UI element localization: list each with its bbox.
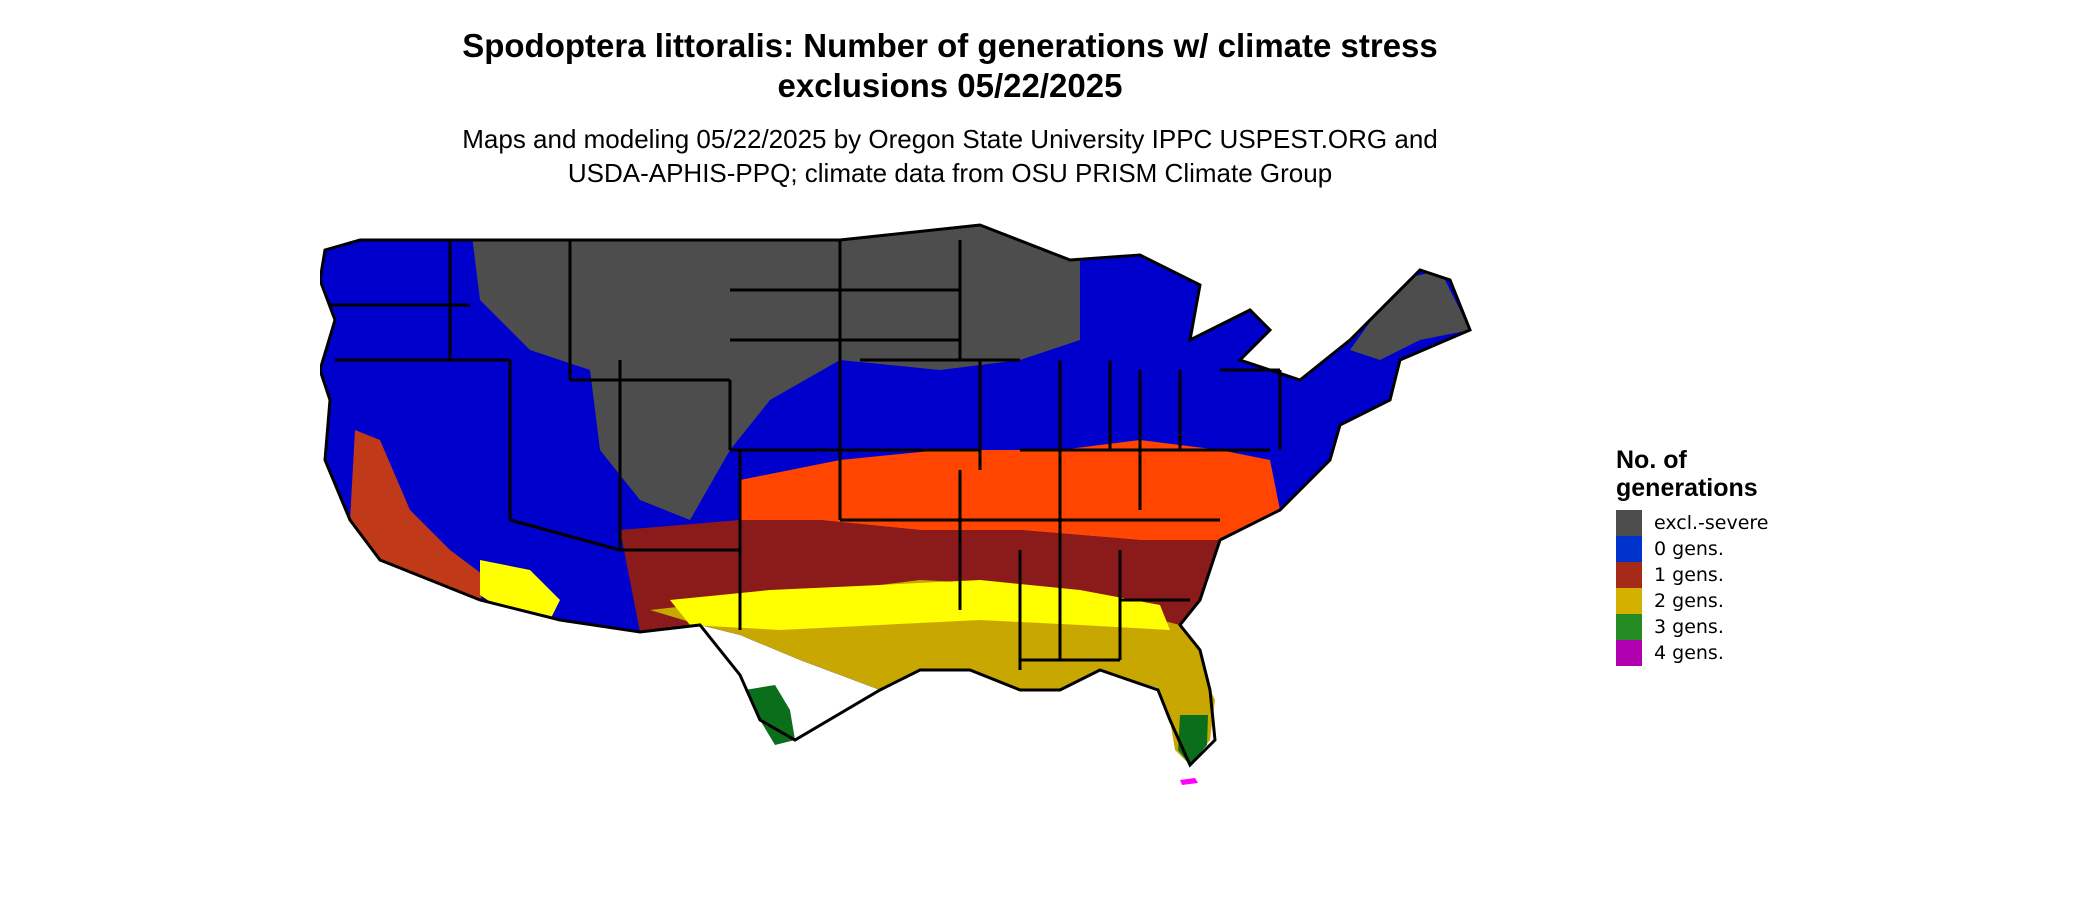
map-title: Spodoptera littoralis: Number of generat… <box>400 26 1500 106</box>
state-boundaries <box>320 223 1472 768</box>
legend-swatch <box>1616 614 1642 640</box>
legend-item: 4 gens. <box>1616 640 1769 666</box>
excluded-northeast-region <box>1350 270 1470 360</box>
legend-label: 2 gens. <box>1654 590 1724 612</box>
legend-swatch <box>1616 510 1642 536</box>
legend-swatch <box>1616 640 1642 666</box>
legend-title-line-2: generations <box>1616 474 1758 502</box>
excluded-north-region <box>470 225 1080 520</box>
legend-swatch <box>1616 588 1642 614</box>
subtitle-line-2: USDA-APHIS-PPQ; climate data from OSU PR… <box>567 158 1333 188</box>
us-generations-map <box>320 223 1472 785</box>
legend-item: excl.-severe <box>1616 510 1769 536</box>
legend-label: 1 gens. <box>1654 564 1724 586</box>
legend: No. of generations excl.-severe 0 gens. 1 … <box>1616 446 1769 666</box>
legend-item: 2 gens. <box>1616 588 1769 614</box>
legend-label: 0 gens. <box>1654 538 1724 560</box>
legend-item: 0 gens. <box>1616 536 1769 562</box>
legend-label: 4 gens. <box>1654 642 1724 664</box>
legend-item: 1 gens. <box>1616 562 1769 588</box>
legend-swatch <box>1616 536 1642 562</box>
one-gen-light-band <box>740 440 1280 540</box>
two-gens-yellow-band <box>670 580 1170 630</box>
legend-item: 3 gens. <box>1616 614 1769 640</box>
legend-swatch <box>1616 562 1642 588</box>
legend-items: excl.-severe 0 gens. 1 gens. 2 gens. 3 gens.… <box>1616 510 1769 666</box>
legend-label: excl.-severe <box>1654 512 1769 534</box>
legend-title: No. of generations <box>1616 446 1769 502</box>
texas-green-tip <box>745 685 795 745</box>
title-line-2: exclusions 05/22/2025 <box>777 67 1123 104</box>
map-subtitle: Maps and modeling 05/22/2025 by Oregon S… <box>400 122 1500 190</box>
one-gen-west-strip <box>350 430 490 600</box>
subtitle-line-1: Maps and modeling 05/22/2025 by Oregon S… <box>462 124 1438 154</box>
legend-title-line-1: No. of <box>1616 446 1687 474</box>
four-gens-spots <box>1180 778 1198 785</box>
title-line-1: Spodoptera littoralis: Number of generat… <box>462 27 1438 64</box>
legend-label: 3 gens. <box>1654 616 1724 638</box>
